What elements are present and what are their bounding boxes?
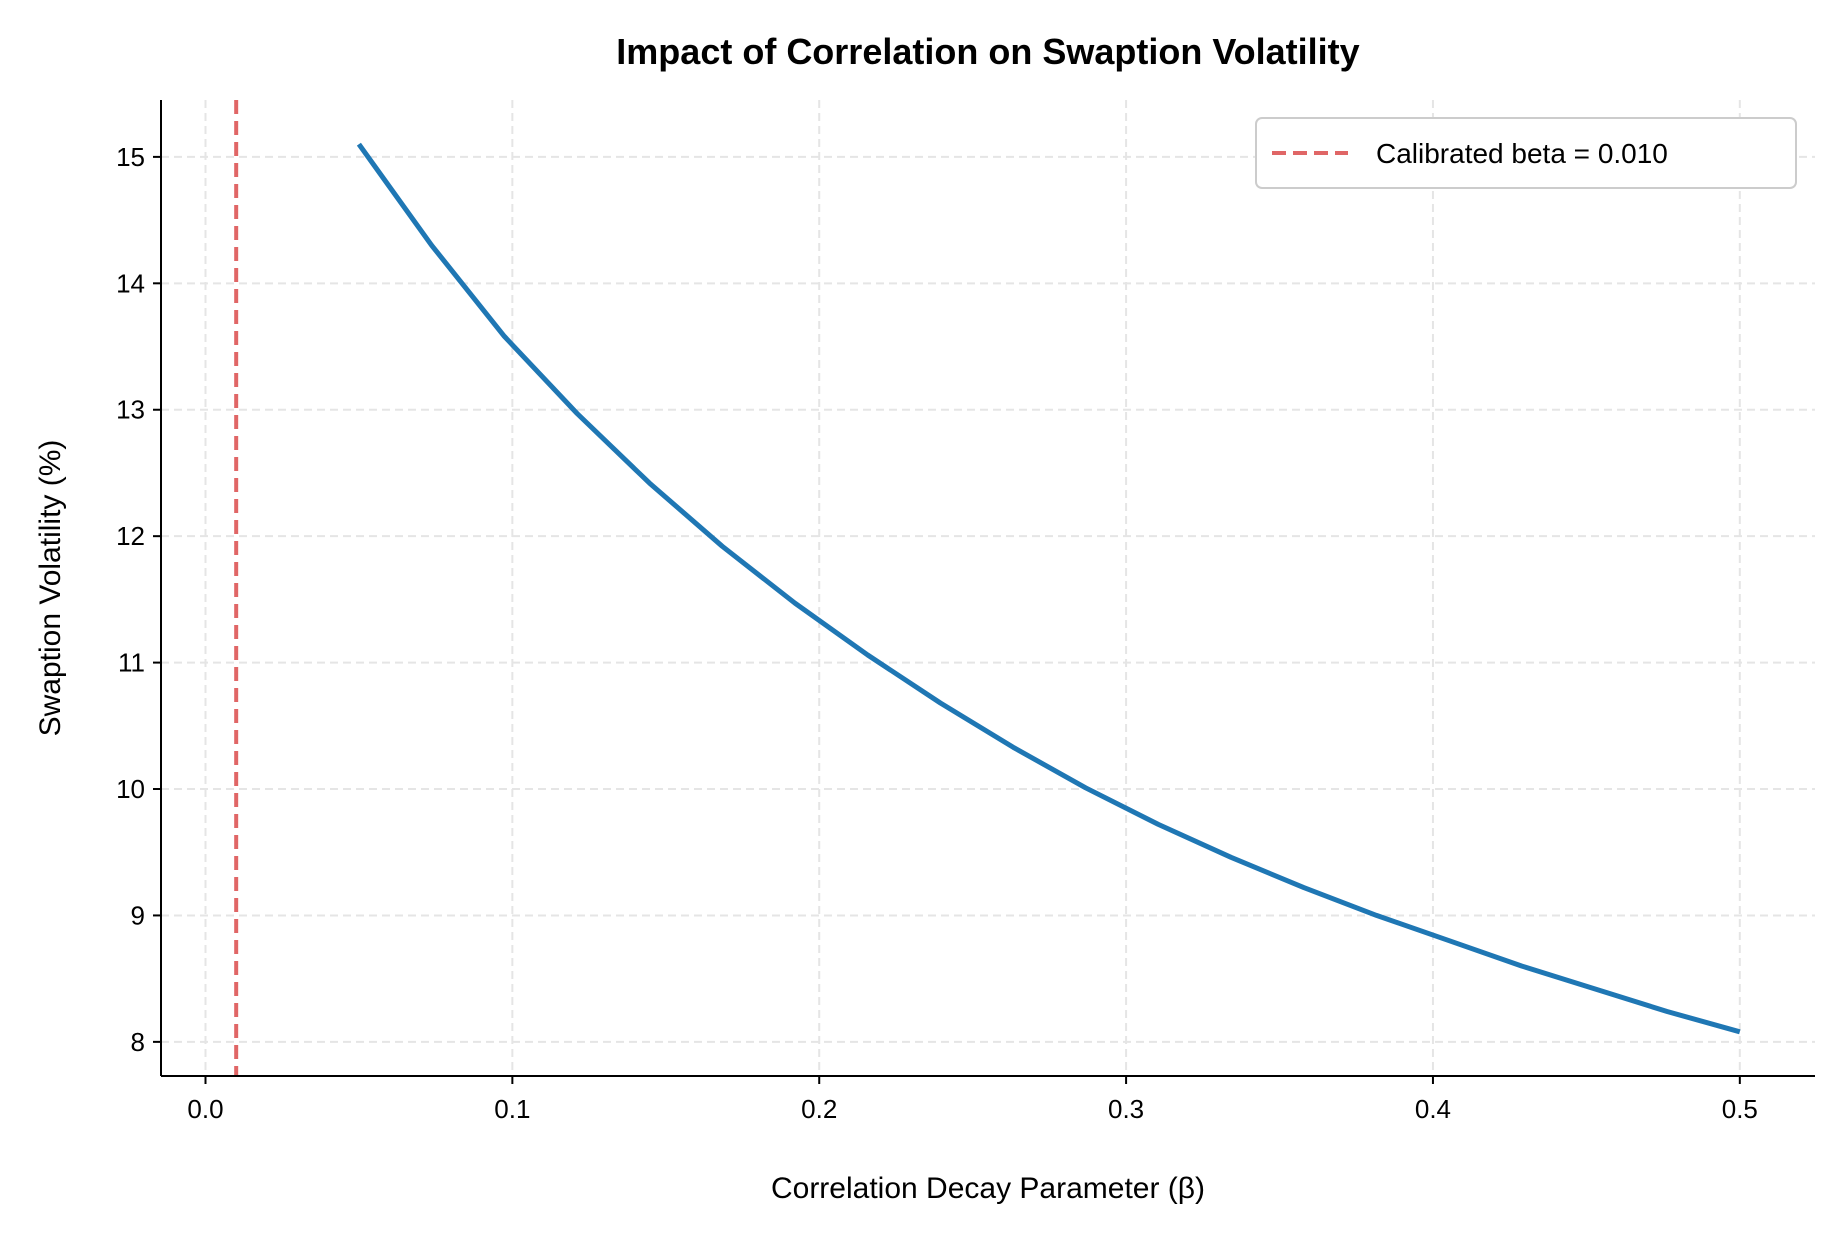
ticks: 0.0 0.1 0.2 0.3 0.4 0.5 8 9 10 11 12 13 14 15 xyxy=(116,142,1758,1124)
y-tick-label: 11 xyxy=(118,648,145,678)
x-tick-label: 0.1 xyxy=(494,1094,530,1124)
grid xyxy=(161,100,1815,1076)
chart-title: Impact of Correlation on Swaption Volati… xyxy=(616,31,1359,72)
y-tick-label: 9 xyxy=(131,900,145,930)
x-tick-label: 0.4 xyxy=(1415,1094,1451,1124)
legend: Calibrated beta = 0.010 xyxy=(1255,117,1797,189)
series-group xyxy=(356,142,1741,1035)
x-tick-label: 0.0 xyxy=(187,1094,223,1124)
y-tick-label: 8 xyxy=(131,1027,145,1057)
axes xyxy=(160,100,1815,1077)
y-tick-label: 12 xyxy=(116,521,145,551)
x-tick-label: 0.2 xyxy=(801,1094,837,1124)
y-tick-label: 14 xyxy=(116,268,145,298)
x-axis-label: Correlation Decay Parameter (β) xyxy=(771,1172,1205,1205)
y-tick-label: 13 xyxy=(116,395,145,425)
legend-box xyxy=(1255,117,1797,189)
legend-label-calibrated-beta: Calibrated beta = 0.010 xyxy=(1376,138,1668,169)
x-tick-label: 0.3 xyxy=(1108,1094,1144,1124)
y-tick-label: 15 xyxy=(116,142,145,172)
volatility-line xyxy=(356,142,1741,1035)
x-tick-label: 0.5 xyxy=(1722,1094,1758,1124)
y-axis-label: Swaption Volatility (%) xyxy=(34,440,67,737)
y-tick-label: 10 xyxy=(116,774,145,804)
